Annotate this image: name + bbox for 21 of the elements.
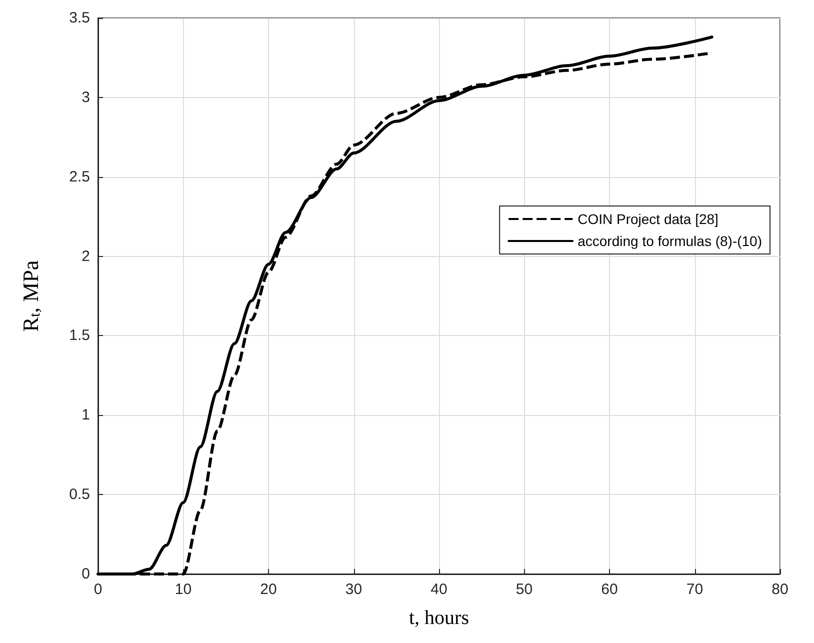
x-tick-label: 20 [260, 581, 277, 598]
y-tick-label: 3 [82, 88, 90, 106]
x-axis-title: t, hours [409, 607, 470, 629]
x-tick-label: 80 [772, 581, 788, 598]
x-tick-label: 10 [174, 581, 192, 598]
y-tick-label: 3.5 [69, 10, 90, 26]
x-tick-label: 30 [345, 581, 362, 598]
x-tick-label: 60 [601, 581, 618, 598]
y-tick-label: 0.5 [69, 486, 90, 504]
x-tick-label: 0 [94, 581, 102, 598]
y-tick-label: 0 [82, 566, 90, 582]
legend-label: COIN Project data [28] [578, 211, 718, 227]
legend-label: according to formulas (8)-(10) [578, 233, 762, 249]
x-tick-label: 50 [516, 581, 533, 598]
y-tick-label: 2 [82, 248, 90, 265]
y-tick-label: 1 [82, 406, 90, 424]
y-tick-label: 2.5 [69, 168, 90, 186]
x-tick-label: 40 [430, 581, 448, 598]
y-axis-title: Rt, MPa [18, 260, 44, 332]
x-tick-label: 70 [686, 581, 704, 598]
y-tick-label: 1.5 [69, 327, 90, 344]
